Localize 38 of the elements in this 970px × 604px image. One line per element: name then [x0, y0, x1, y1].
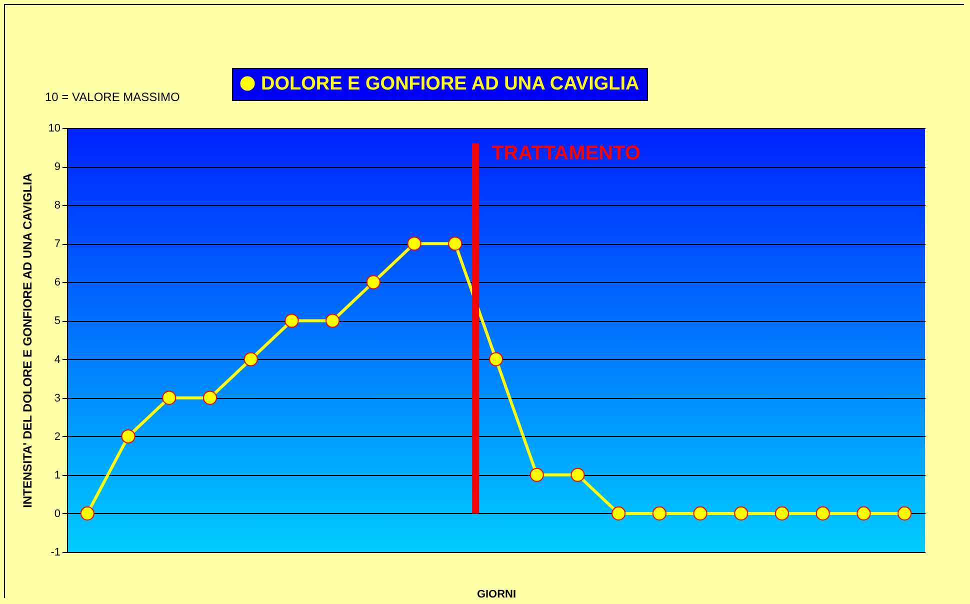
point — [693, 506, 708, 520]
y-axis-title: INTENSITA' DEL DOLORE E GONFIORE AD UNA CAVIGLIA — [20, 172, 34, 508]
point — [488, 352, 504, 366]
point — [366, 275, 380, 290]
legend-label: DOLORE E GONFIORE AD UNA CAVIGLIA — [261, 74, 640, 94]
text: 10 = VALORE MASSIMO — [45, 90, 180, 104]
y-tick-label: 0 — [54, 508, 60, 520]
y-tick-label: 10 — [48, 122, 60, 134]
point — [570, 468, 585, 482]
point — [121, 429, 136, 444]
point — [734, 506, 748, 520]
y-tick-label: 9 — [54, 161, 60, 174]
point — [898, 506, 912, 520]
point — [448, 236, 462, 251]
point — [774, 506, 790, 520]
y-tick-label: 6 — [54, 276, 60, 289]
point — [284, 314, 299, 328]
y-tick-label: 1 — [54, 469, 60, 482]
point — [202, 390, 218, 405]
y-tick-label: 5 — [54, 315, 60, 328]
x-axis-title: GIORNI — [476, 588, 516, 600]
y-tick-label: -1 — [50, 546, 60, 558]
y-tick-label: 3 — [54, 392, 60, 404]
point — [652, 506, 666, 520]
y-tick-label: 4 — [54, 354, 60, 366]
point — [407, 236, 422, 251]
point — [162, 390, 176, 405]
annotation: TRATTAMENTO — [492, 142, 640, 164]
y-tick-label: 2 — [54, 430, 60, 443]
y-tick-label: 7 — [54, 238, 60, 250]
point — [244, 352, 258, 366]
y-tick-label: 8 — [54, 200, 60, 212]
point — [856, 506, 871, 520]
point — [530, 468, 544, 482]
point — [612, 506, 626, 520]
point — [80, 506, 94, 520]
point — [816, 506, 830, 520]
point — [326, 314, 340, 328]
